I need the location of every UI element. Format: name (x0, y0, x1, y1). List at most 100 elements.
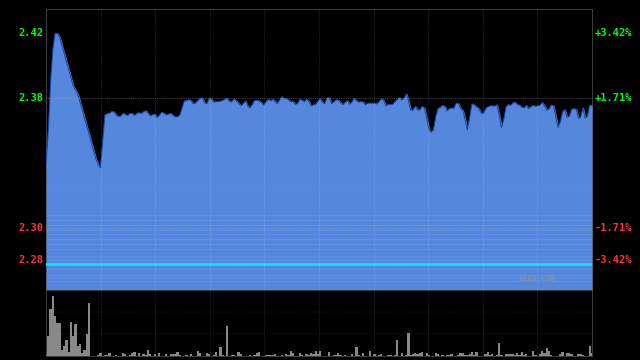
Bar (428, 355, 430, 356)
Bar (287, 355, 289, 356)
Bar (532, 351, 534, 356)
Bar (149, 354, 152, 356)
Bar (145, 355, 147, 356)
Bar (539, 355, 541, 356)
Bar (99, 353, 102, 356)
Bar (47, 336, 49, 356)
Bar (233, 355, 236, 356)
Bar (460, 353, 461, 356)
Bar (237, 352, 240, 356)
Bar (77, 346, 79, 356)
Bar (208, 355, 211, 356)
Bar (473, 355, 476, 356)
Bar (115, 355, 117, 356)
Bar (337, 353, 339, 356)
Bar (308, 355, 310, 356)
Bar (45, 354, 47, 356)
Bar (417, 354, 419, 356)
Bar (369, 351, 371, 356)
Bar (129, 355, 131, 356)
Text: sina.com: sina.com (518, 274, 556, 283)
Bar (54, 316, 56, 356)
Bar (319, 351, 321, 356)
Bar (464, 355, 467, 356)
Bar (79, 344, 81, 356)
Text: +1.71%: +1.71% (595, 93, 632, 103)
Bar (489, 355, 491, 356)
Bar (253, 355, 255, 356)
Bar (312, 354, 314, 356)
Bar (591, 353, 593, 356)
Bar (448, 355, 451, 356)
Bar (240, 354, 242, 356)
Bar (344, 355, 346, 356)
Bar (394, 355, 396, 356)
Bar (435, 354, 437, 356)
Bar (74, 324, 77, 356)
Bar (186, 355, 188, 356)
Bar (305, 354, 308, 356)
Bar (179, 355, 181, 356)
Bar (97, 355, 99, 356)
Bar (577, 354, 580, 356)
Bar (378, 355, 380, 356)
Bar (589, 346, 591, 356)
Bar (521, 352, 523, 356)
Bar (561, 351, 564, 356)
Bar (215, 352, 217, 356)
Bar (335, 355, 337, 356)
Bar (122, 354, 124, 356)
Bar (486, 352, 489, 356)
Bar (88, 302, 90, 356)
Bar (548, 351, 550, 356)
Bar (461, 353, 464, 356)
Bar (351, 354, 353, 356)
Bar (550, 355, 552, 356)
Bar (138, 353, 140, 356)
Bar (63, 346, 65, 356)
Bar (52, 296, 54, 356)
Bar (498, 343, 500, 356)
Bar (301, 355, 303, 356)
Bar (267, 355, 269, 356)
Bar (61, 350, 63, 356)
Bar (58, 323, 61, 356)
Bar (580, 354, 582, 356)
Bar (68, 352, 70, 356)
Bar (405, 355, 408, 356)
Bar (328, 352, 330, 356)
Bar (362, 353, 364, 356)
Text: 2.28: 2.28 (19, 255, 44, 265)
Bar (523, 355, 525, 356)
Bar (396, 340, 398, 356)
Bar (174, 354, 177, 356)
Bar (451, 354, 452, 356)
Bar (104, 355, 106, 356)
Bar (230, 355, 233, 356)
Text: 2.42: 2.42 (19, 28, 44, 38)
Bar (389, 355, 392, 356)
Bar (274, 354, 276, 356)
Bar (437, 354, 439, 356)
Bar (249, 355, 251, 356)
Bar (221, 355, 224, 356)
Bar (70, 322, 72, 356)
Bar (468, 354, 471, 356)
Bar (559, 354, 561, 356)
Bar (285, 354, 287, 356)
Bar (106, 355, 108, 356)
Bar (355, 347, 358, 356)
Bar (505, 355, 507, 356)
Bar (212, 355, 215, 356)
Bar (471, 352, 473, 356)
Bar (419, 353, 421, 356)
Bar (387, 355, 389, 356)
Bar (442, 355, 444, 356)
Bar (124, 354, 127, 356)
Bar (147, 350, 149, 356)
Bar (457, 355, 460, 356)
Bar (83, 350, 86, 356)
Bar (500, 355, 502, 356)
Bar (401, 353, 403, 356)
Bar (568, 354, 570, 356)
